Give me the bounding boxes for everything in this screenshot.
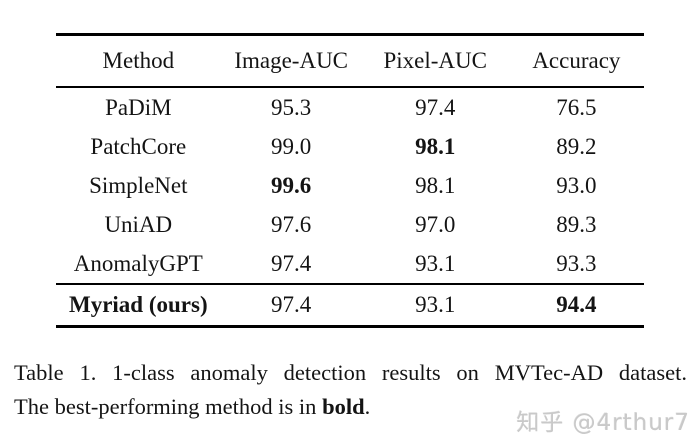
method-cell: Myriad (ours) xyxy=(56,283,221,327)
image-auc-cell: 97.4 xyxy=(271,250,312,276)
accuracy-cell: 94.4 xyxy=(508,283,644,327)
pixel-auc-cell: 93.1 xyxy=(415,250,456,276)
image-auc-cell: 99.0 xyxy=(271,133,312,159)
table-row-uniad: UniAD 97.6 97.0 89.3 xyxy=(56,205,644,244)
table-body-ours: Myriad (ours) 97.4 93.1 94.4 xyxy=(56,283,644,327)
table-body: PaDiM 95.3 97.4 76.5 PatchCore 99.0 98.1… xyxy=(56,87,644,284)
caption-line-2-text: The best-performing method is in xyxy=(14,393,323,419)
pixel-auc-cell: 97.0 xyxy=(415,211,456,237)
caption-bold-word: bold xyxy=(322,393,365,419)
method-cell: SimpleNet xyxy=(89,172,188,198)
table-header: Method Image-AUC Pixel-AUC Accuracy xyxy=(56,34,644,88)
col-header-method: Method xyxy=(56,34,221,88)
method-cell: UniAD xyxy=(104,211,173,237)
pixel-auc-cell: 93.1 xyxy=(361,283,509,327)
accuracy-cell: 76.5 xyxy=(556,94,597,120)
image-auc-cell: 95.3 xyxy=(271,94,312,120)
pixel-auc-cell: 98.1 xyxy=(415,172,456,198)
table-row-padim: PaDiM 95.3 97.4 76.5 xyxy=(56,87,644,127)
pixel-auc-cell: 97.4 xyxy=(415,94,456,120)
accuracy-cell: 89.2 xyxy=(556,133,597,159)
pixel-auc-cell: 98.1 xyxy=(415,133,456,159)
method-cell: AnomalyGPT xyxy=(73,250,203,276)
table-caption: Table 1. 1-class anomaly detection resul… xyxy=(14,356,687,423)
table-row-simplenet: SimpleNet 99.6 98.1 93.0 xyxy=(56,166,644,205)
image-auc-cell: 99.6 xyxy=(271,172,312,198)
accuracy-cell: 89.3 xyxy=(556,211,597,237)
method-cell: PatchCore xyxy=(90,133,187,159)
col-header-pixel-auc: Pixel-AUC xyxy=(361,34,509,88)
image-auc-cell: 97.6 xyxy=(271,211,312,237)
caption-line-2: The best-performing method is in bold. xyxy=(14,390,687,424)
method-cell: PaDiM xyxy=(105,94,172,120)
col-header-image-auc: Image-AUC xyxy=(220,34,362,88)
accuracy-cell: 93.0 xyxy=(556,172,597,198)
results-table: Method Image-AUC Pixel-AUC Accuracy PaDi… xyxy=(56,33,644,328)
table-row-myriad-ours: Myriad (ours) 97.4 93.1 94.4 xyxy=(56,283,644,327)
zhihu-watermark: 知乎 @4rthur7 xyxy=(516,410,690,436)
table-header-row: Method Image-AUC Pixel-AUC Accuracy xyxy=(56,34,644,88)
table-row-patchcore: PatchCore 99.0 98.1 89.2 xyxy=(56,127,644,166)
image-auc-cell: 97.4 xyxy=(220,283,362,327)
col-header-accuracy: Accuracy xyxy=(508,34,644,88)
table-row-anomalygpt: AnomalyGPT 97.4 93.1 93.3 xyxy=(56,244,644,284)
caption-period: . xyxy=(364,393,371,419)
caption-line-1: Table 1. 1-class anomaly detection resul… xyxy=(14,360,687,385)
accuracy-cell: 93.3 xyxy=(556,250,597,276)
